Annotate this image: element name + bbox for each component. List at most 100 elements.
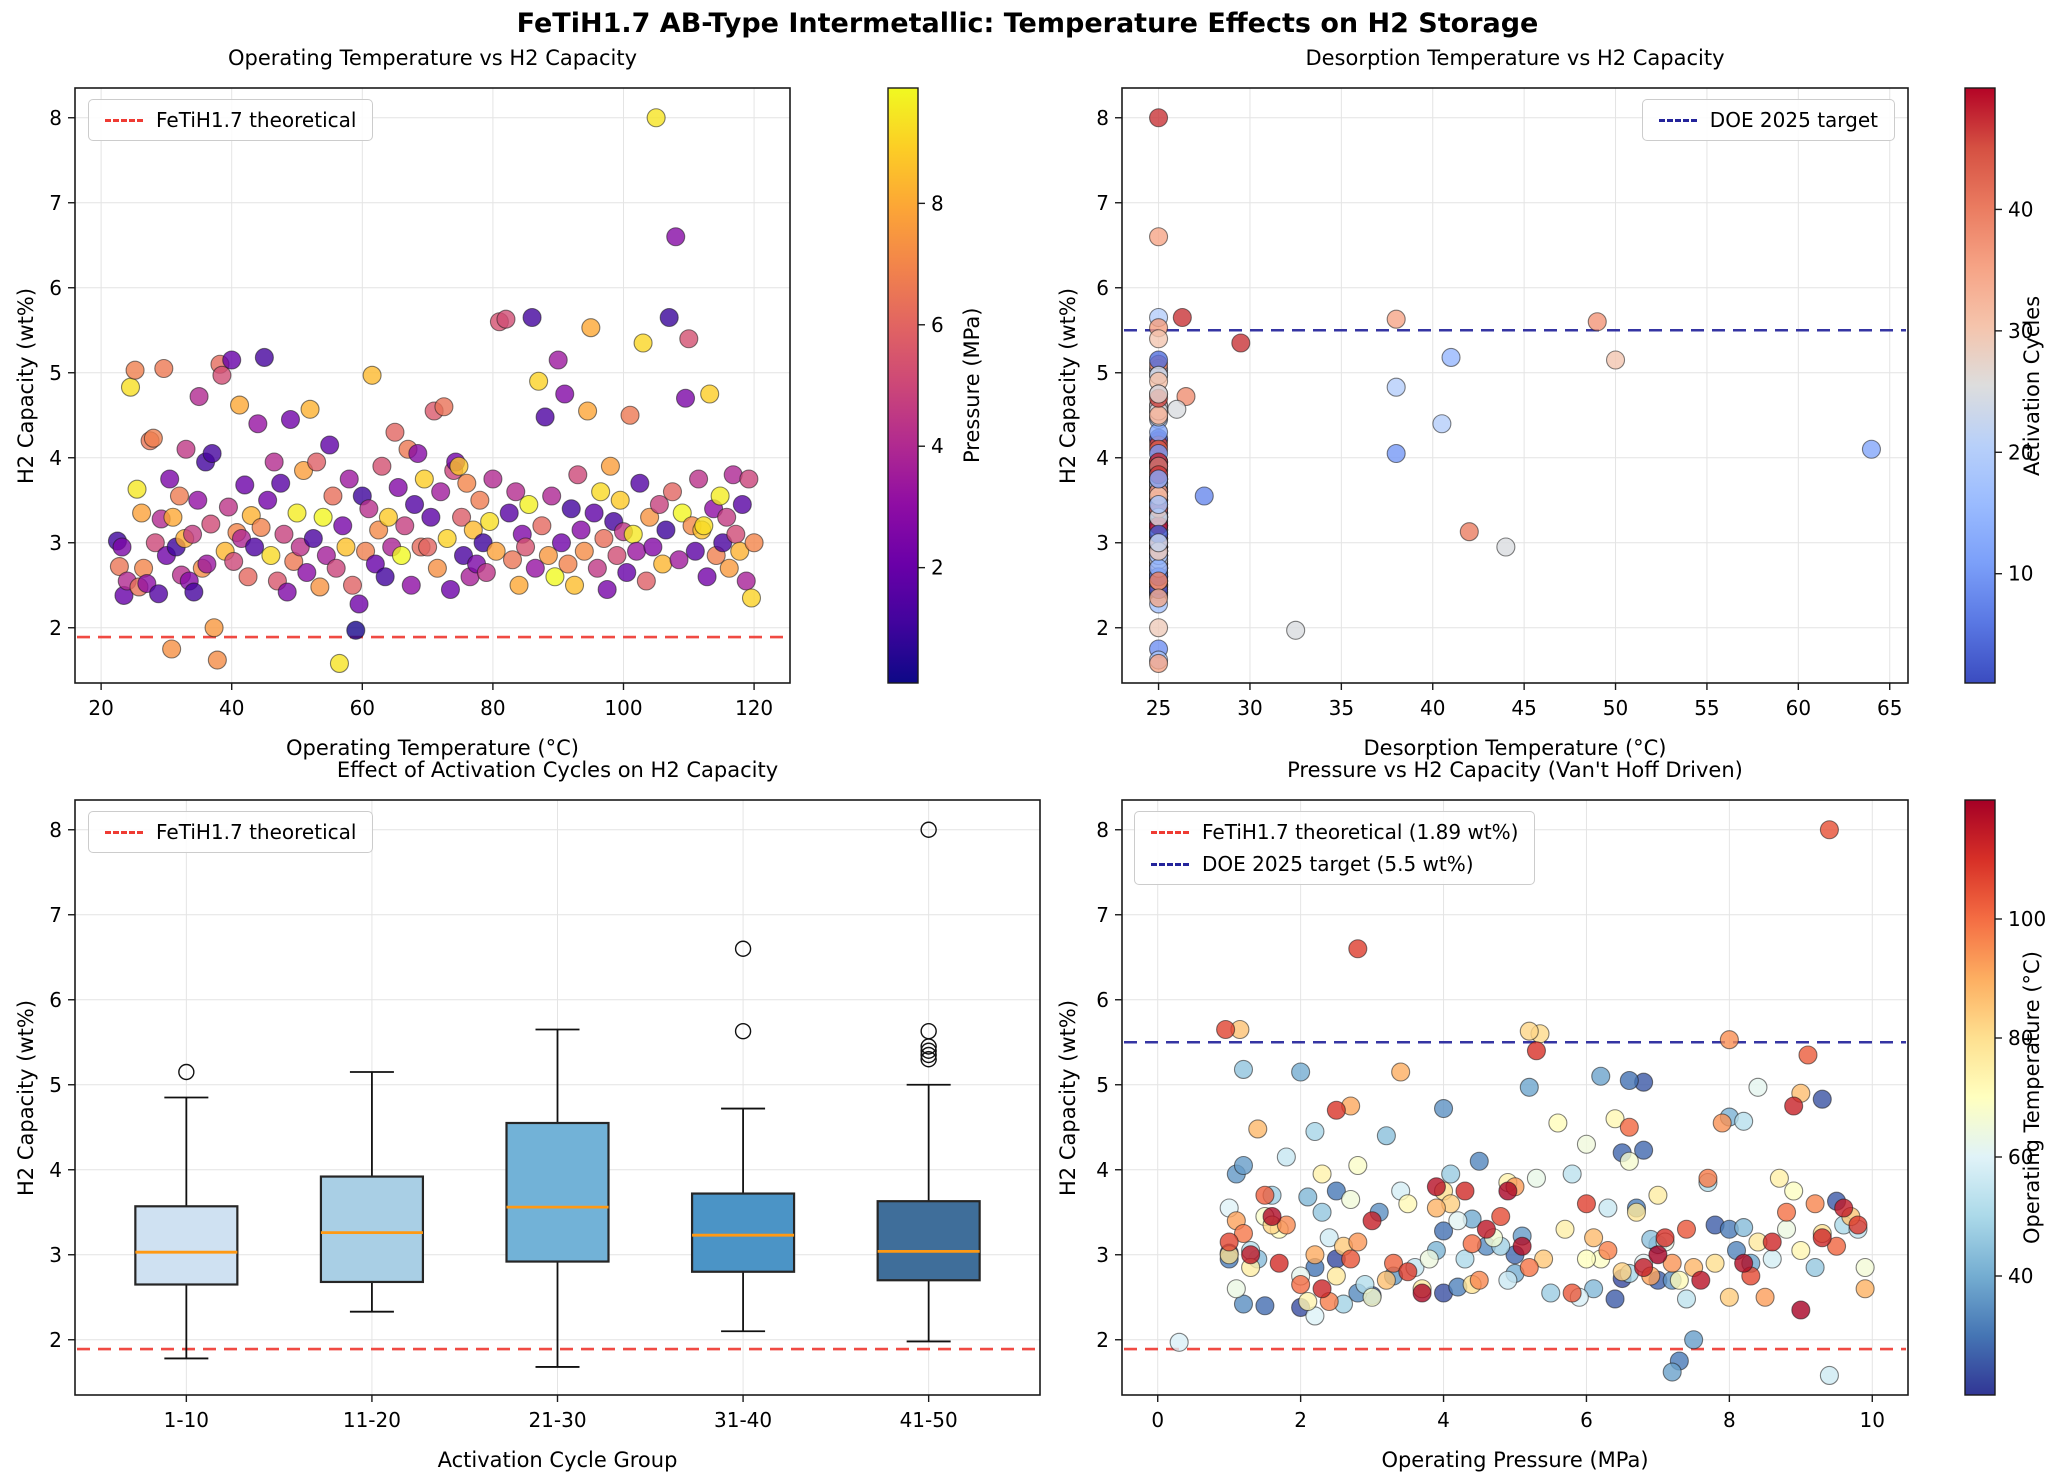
svg-text:8: 8 — [49, 106, 62, 130]
y-axis-label: H2 Capacity (wt%) — [1056, 999, 1080, 1196]
subplot-title-operating-temp: Operating Temperature vs H2 Capacity — [227, 46, 637, 70]
colorbar-label-cycles: Activation Cycles — [2020, 295, 2044, 476]
legend-entry: DOE 2025 target (5.5 wt%) — [1151, 852, 1518, 876]
y-axis-label: H2 Capacity (wt%) — [14, 287, 38, 484]
legend-label: FeTiH1.7 theoretical — [156, 820, 357, 844]
x-axis-label: Desorption Temperature (°C) — [1363, 736, 1667, 760]
svg-text:65: 65 — [1877, 696, 1902, 720]
svg-text:6: 6 — [1096, 988, 1109, 1012]
colorbar-label-temperature: Operating Temperature (°C) — [2020, 951, 2044, 1244]
x-axis-label: Activation Cycle Group — [437, 1448, 678, 1472]
svg-text:55: 55 — [1694, 696, 1719, 720]
y-axis-label: H2 Capacity (wt%) — [1056, 287, 1080, 484]
svg-text:40: 40 — [1420, 696, 1445, 720]
legend: FeTiH1.7 theoretical (1.89 wt%) DOE 2025… — [1134, 811, 1536, 885]
svg-text:40: 40 — [2008, 1264, 2033, 1288]
svg-text:1-10: 1-10 — [164, 1408, 209, 1432]
svg-text:4: 4 — [49, 446, 62, 470]
svg-text:5: 5 — [49, 361, 62, 385]
legend-label: FeTiH1.7 theoretical — [156, 108, 357, 132]
x-axis-label: Operating Temperature (°C) — [286, 736, 579, 760]
legend-entry: FeTiH1.7 theoretical — [105, 820, 356, 844]
svg-text:3: 3 — [49, 1243, 62, 1267]
legend-label: FeTiH1.7 theoretical (1.89 wt%) — [1202, 820, 1519, 844]
svg-text:3: 3 — [49, 531, 62, 555]
svg-text:8: 8 — [1723, 1408, 1736, 1432]
svg-text:80: 80 — [480, 696, 505, 720]
legend: FeTiH1.7 theoretical — [88, 99, 374, 141]
legend-label: DOE 2025 target — [1709, 108, 1878, 132]
svg-text:25: 25 — [1146, 696, 1171, 720]
svg-text:60: 60 — [1786, 696, 1811, 720]
svg-text:60: 60 — [350, 696, 375, 720]
svg-text:50: 50 — [1603, 696, 1628, 720]
svg-text:6: 6 — [49, 988, 62, 1012]
svg-text:0: 0 — [1151, 1408, 1164, 1432]
figure-title: FeTiH1.7 AB-Type Intermetallic: Temperat… — [516, 8, 1539, 39]
svg-text:45: 45 — [1511, 696, 1536, 720]
svg-text:3: 3 — [1096, 1243, 1109, 1267]
legend: FeTiH1.7 theoretical — [88, 811, 374, 853]
svg-text:8: 8 — [49, 818, 62, 842]
svg-text:2: 2 — [1294, 1408, 1307, 1432]
colorbar-label-pressure: Pressure (MPa) — [960, 307, 984, 464]
svg-text:2: 2 — [1096, 616, 1109, 640]
svg-text:6: 6 — [931, 313, 944, 337]
svg-text:3: 3 — [1096, 531, 1109, 555]
subplot-title-pressure: Pressure vs H2 Capacity (Van't Hoff Driv… — [1287, 758, 1743, 782]
svg-text:2: 2 — [49, 1328, 62, 1352]
svg-text:100: 100 — [604, 696, 642, 720]
svg-text:6: 6 — [1580, 1408, 1593, 1432]
svg-text:5: 5 — [49, 1073, 62, 1097]
legend: DOE 2025 target — [1641, 99, 1895, 141]
svg-text:40: 40 — [219, 696, 244, 720]
svg-text:8: 8 — [1096, 106, 1109, 130]
svg-text:31-40: 31-40 — [714, 1408, 772, 1432]
subplot-title-desorption-temp: Desorption Temperature vs H2 Capacity — [1305, 46, 1725, 70]
svg-text:35: 35 — [1329, 696, 1354, 720]
svg-text:120: 120 — [735, 696, 773, 720]
svg-text:7: 7 — [1096, 903, 1109, 927]
svg-text:41-50: 41-50 — [900, 1408, 958, 1432]
y-axis-label: H2 Capacity (wt%) — [14, 999, 38, 1196]
svg-text:60: 60 — [2008, 1145, 2033, 1169]
svg-text:5: 5 — [1096, 1073, 1109, 1097]
dashed-line-swatch — [1151, 830, 1189, 834]
svg-text:2: 2 — [931, 556, 944, 580]
svg-text:4: 4 — [1096, 446, 1109, 470]
subplot-title-activation-cycles: Effect of Activation Cycles on H2 Capaci… — [336, 758, 779, 782]
legend-label: DOE 2025 target (5.5 wt%) — [1202, 852, 1474, 876]
legend-entry: FeTiH1.7 theoretical (1.89 wt%) — [1151, 820, 1518, 844]
dashed-line-swatch — [105, 118, 143, 122]
svg-text:20: 20 — [2008, 440, 2033, 464]
svg-text:30: 30 — [1237, 696, 1262, 720]
x-axis-label: Operating Pressure (MPa) — [1381, 1448, 1649, 1472]
svg-text:6: 6 — [49, 276, 62, 300]
svg-text:5: 5 — [1096, 361, 1109, 385]
svg-text:20: 20 — [88, 696, 113, 720]
svg-text:6: 6 — [1096, 276, 1109, 300]
svg-text:80: 80 — [2008, 1026, 2033, 1050]
dashed-line-swatch — [1151, 862, 1189, 866]
svg-text:7: 7 — [49, 903, 62, 927]
legend-entry: DOE 2025 target — [1658, 108, 1878, 132]
dashed-line-swatch — [1658, 118, 1697, 122]
svg-text:4: 4 — [931, 434, 944, 458]
svg-text:4: 4 — [1096, 1158, 1109, 1182]
svg-text:40: 40 — [2008, 197, 2033, 221]
svg-text:11-20: 11-20 — [343, 1408, 401, 1432]
legend-entry: FeTiH1.7 theoretical — [105, 108, 356, 132]
svg-text:4: 4 — [49, 1158, 62, 1182]
svg-text:4: 4 — [1437, 1408, 1450, 1432]
svg-text:8: 8 — [931, 191, 944, 215]
svg-text:30: 30 — [2008, 319, 2033, 343]
svg-text:7: 7 — [49, 191, 62, 215]
svg-text:10: 10 — [2008, 562, 2033, 586]
svg-text:8: 8 — [1096, 818, 1109, 842]
svg-text:2: 2 — [1096, 1328, 1109, 1352]
svg-text:7: 7 — [1096, 191, 1109, 215]
dashed-line-swatch — [105, 830, 143, 834]
svg-text:100: 100 — [2008, 907, 2046, 931]
